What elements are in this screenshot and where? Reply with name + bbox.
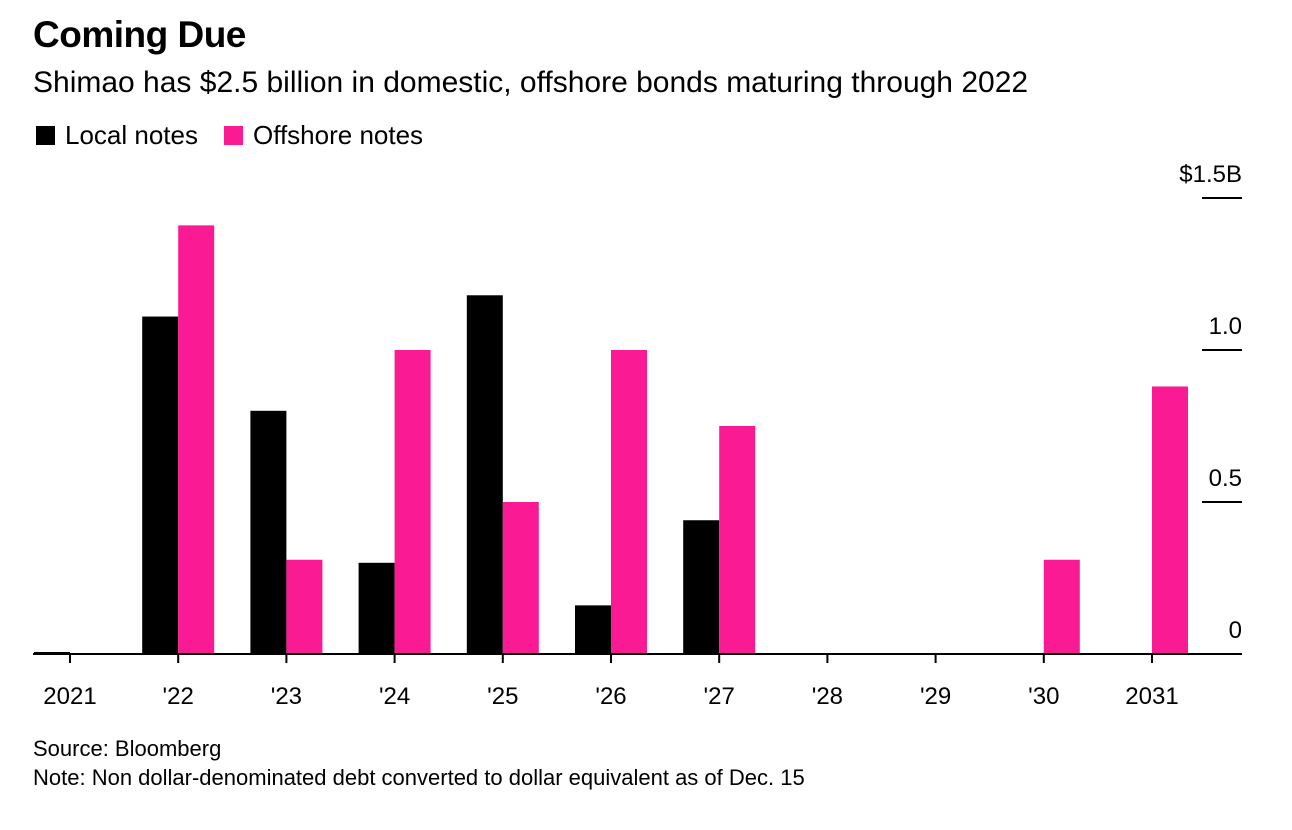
bar-local: [466, 295, 503, 654]
bar-local: [250, 410, 287, 654]
legend: Local notes Offshore notes: [36, 120, 449, 151]
bar-offshore: [719, 426, 756, 654]
bar-offshore: [286, 559, 323, 654]
x-tick-label: '23: [271, 683, 302, 710]
x-tick-label: '26: [595, 683, 626, 710]
chart-title: Coming Due: [33, 14, 246, 55]
x-tick-label: '29: [920, 683, 951, 710]
x-tick-label: '22: [163, 683, 194, 710]
source-note: Source: Bloomberg: [33, 736, 222, 761]
bar-offshore: [1152, 386, 1188, 654]
bar-offshore: [502, 502, 539, 654]
x-tick-label: '27: [704, 683, 735, 710]
x-tick-label: '25: [487, 683, 518, 710]
x-tick-label: 2021: [43, 683, 96, 710]
y-tick-label: $1.5B: [1179, 161, 1242, 188]
bar-offshore: [611, 350, 647, 654]
x-tick-label: '28: [812, 683, 843, 710]
legend-label-offshore: Offshore notes: [252, 120, 424, 150]
x-tick-label: '30: [1028, 683, 1059, 710]
footnote: Note: Non dollar-denominated debt conver…: [33, 765, 805, 790]
y-tick-label: 0.5: [1209, 465, 1242, 492]
bar-local: [683, 520, 720, 654]
legend-item-local: Local notes: [36, 120, 198, 151]
bar-offshore: [178, 225, 215, 655]
legend-label-local: Local notes: [65, 120, 198, 150]
x-tick-label: '24: [379, 683, 410, 710]
bar-offshore: [394, 350, 431, 654]
legend-item-offshore: Offshore notes: [223, 120, 424, 151]
y-tick-label: 1.0: [1209, 313, 1242, 340]
bar-local: [142, 316, 179, 654]
y-tick-label: 0: [1229, 617, 1242, 644]
legend-swatch-offshore: [223, 126, 243, 145]
bar-offshore: [1043, 559, 1080, 654]
bar-local: [358, 562, 395, 654]
bar-local: [575, 605, 611, 654]
x-tick-label: 2031: [1125, 683, 1178, 710]
chart-subtitle: Shimao has $2.5 billion in domestic, off…: [33, 66, 1029, 99]
legend-swatch-local: [36, 126, 55, 145]
